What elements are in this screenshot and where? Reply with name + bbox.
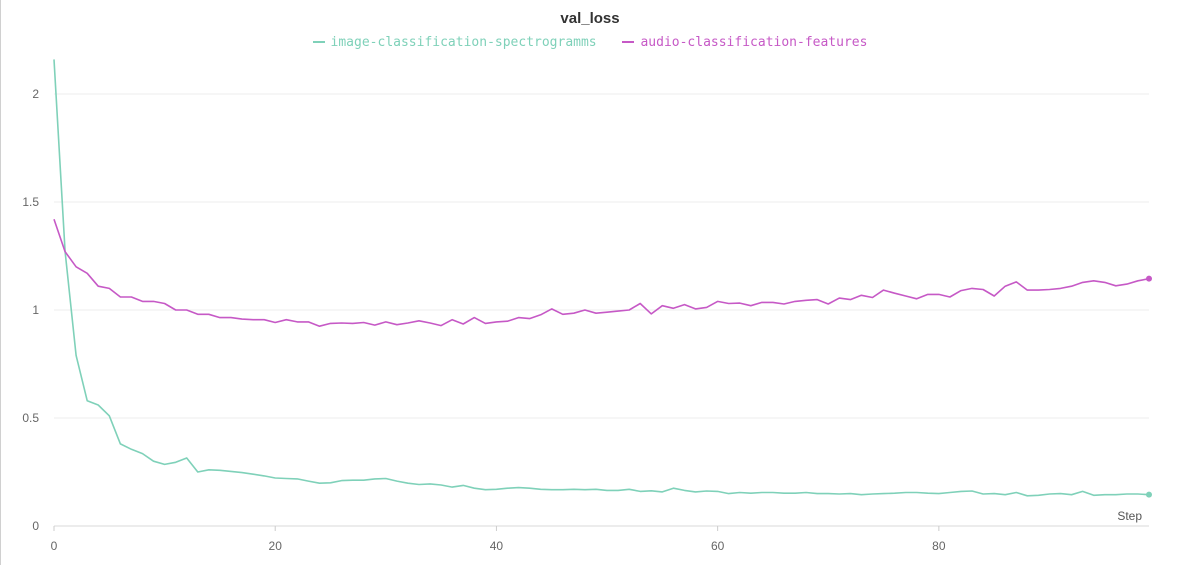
y-tick-label: 1.5 — [22, 195, 39, 209]
panel-border — [0, 0, 1, 565]
legend-swatch-series-1 — [622, 40, 635, 43]
legend-label-series-0: image-classification-spectrogramms — [330, 35, 597, 50]
y-tick-label: 0 — [32, 519, 39, 533]
legend-swatch-series-0 — [312, 40, 325, 43]
chart-title: val_loss — [560, 10, 620, 27]
legend-item-series-0[interactable]: image-classification-spectrogramms — [312, 35, 597, 50]
chart-legend: image-classification-spectrogramms audio… — [0, 35, 1180, 50]
x-tick-label: 60 — [711, 539, 725, 553]
series-end-marker-0[interactable] — [1146, 491, 1152, 498]
legend-label-series-1: audio-classification-features — [640, 35, 868, 50]
legend-item-series-1[interactable]: audio-classification-features — [622, 35, 867, 50]
x-tick-label: 80 — [932, 539, 946, 553]
y-tick-label: 1 — [32, 303, 39, 317]
x-tick-label: 20 — [269, 539, 283, 553]
x-tick-label: 40 — [490, 539, 504, 553]
y-tick-label: 0.5 — [22, 411, 39, 425]
series-end-marker-1[interactable] — [1146, 275, 1152, 282]
x-tick-label: 0 — [51, 539, 58, 553]
y-tick-label: 2 — [32, 87, 39, 101]
series-line-1[interactable] — [53, 219, 1150, 328]
series-line-0[interactable] — [53, 59, 1150, 497]
x-axis-label: Step — [1117, 509, 1142, 523]
